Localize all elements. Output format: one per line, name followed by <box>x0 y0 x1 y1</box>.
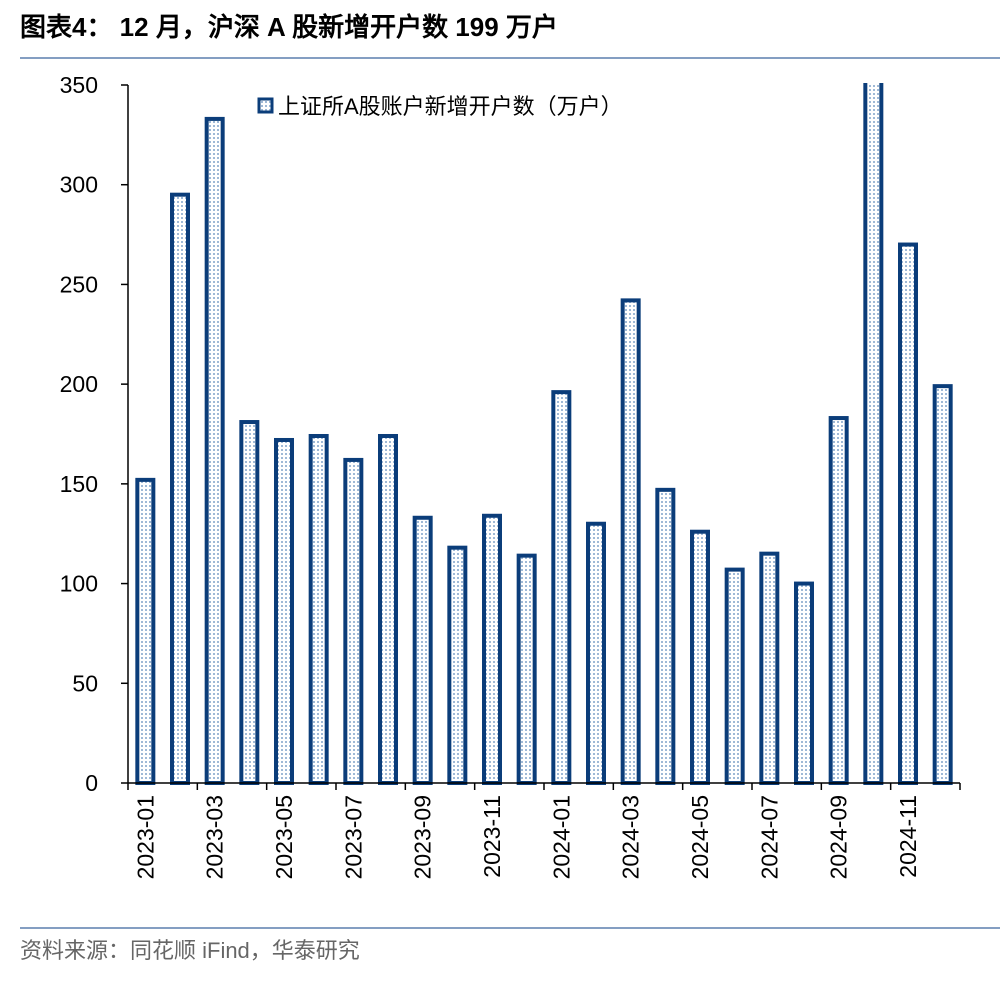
x-tick-label: 2023-03 <box>202 795 228 879</box>
bar <box>308 433 329 785</box>
bar <box>170 192 190 785</box>
bar <box>690 529 710 785</box>
bar <box>204 116 225 785</box>
y-tick-label: 350 <box>60 72 98 98</box>
bar <box>828 416 849 785</box>
x-tick-label: 2024-03 <box>618 795 644 879</box>
bar <box>378 433 398 785</box>
bar <box>135 477 156 785</box>
y-tick-label: 150 <box>60 471 98 497</box>
x-tick-label: 2024-09 <box>826 795 852 879</box>
x-tick-label: 2023-05 <box>271 795 297 879</box>
chart-title: 图表4： 12 月，沪深 A 股新增开户数 199 万户 <box>20 12 558 42</box>
x-tick-label: 2024-05 <box>687 795 713 879</box>
x-tick-label: 2024-01 <box>548 795 574 879</box>
bar <box>724 567 745 785</box>
y-tick-label: 300 <box>60 172 98 198</box>
bar <box>620 298 641 785</box>
source: 资料来源：同花顺 iFind，华泰研究 <box>20 938 360 963</box>
x-tick-label: 2023-11 <box>479 795 505 878</box>
bar <box>932 384 953 785</box>
bar <box>412 515 433 785</box>
bar <box>759 551 780 785</box>
bar <box>516 553 537 785</box>
y-tick-label: 0 <box>85 770 98 796</box>
bar <box>447 545 468 785</box>
bar <box>343 457 364 785</box>
bar <box>274 437 294 785</box>
y-tick-label: 250 <box>60 271 98 297</box>
x-tick-label: 2023-01 <box>132 795 158 879</box>
bar <box>551 390 572 785</box>
x-tick-label: 2024-07 <box>756 795 782 879</box>
x-tick-label: 2023-09 <box>410 795 436 879</box>
y-tick-label: 200 <box>60 371 98 397</box>
y-tick-label: 50 <box>72 670 98 696</box>
bar <box>794 581 814 785</box>
y-tick-label: 100 <box>60 571 98 597</box>
x-tick-label: 2024-11 <box>895 795 921 878</box>
bar <box>898 242 918 785</box>
bar <box>586 521 606 785</box>
legend-swatch <box>257 97 274 114</box>
legend-label: 上证所A股账户新增开户数（万户） <box>278 94 623 119</box>
bar <box>863 83 884 785</box>
bar <box>239 420 260 785</box>
bar <box>482 513 502 785</box>
x-tick-label: 2023-07 <box>340 795 366 879</box>
bar <box>655 487 676 785</box>
